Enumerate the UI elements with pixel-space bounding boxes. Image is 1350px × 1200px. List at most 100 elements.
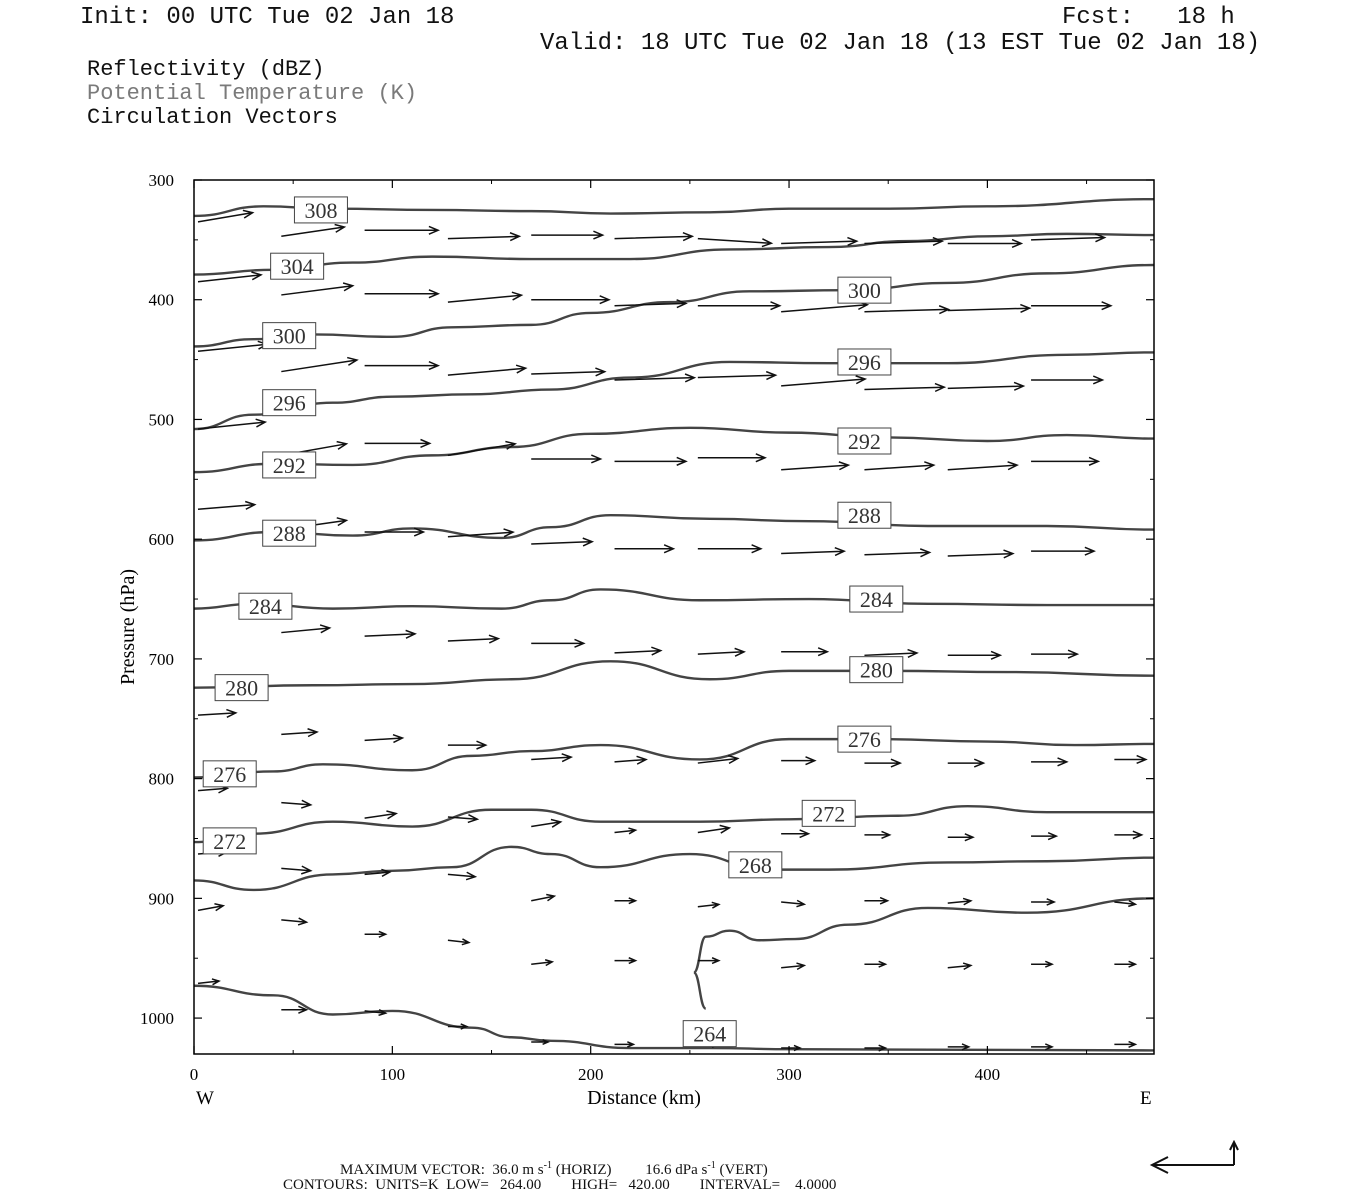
- theta-contour-296: [194, 351, 1154, 431]
- unit-exponent: -1: [543, 1160, 552, 1171]
- contour-label-284: 284: [860, 587, 893, 612]
- circulation-vector: [364, 225, 441, 235]
- circulation-vector: [447, 634, 501, 644]
- circulation-vector: [447, 813, 480, 824]
- circulation-vector: [364, 289, 441, 299]
- circulation-vector: [697, 237, 774, 248]
- contour-label-box: [849, 656, 904, 684]
- circulation-vector: [1031, 831, 1059, 841]
- contour-label-292: 292: [273, 453, 306, 478]
- circulation-vector: [447, 528, 515, 538]
- circulation-vector: [364, 810, 399, 820]
- circulation-vector: [614, 827, 638, 835]
- circulation-vector: [697, 544, 763, 554]
- circulation-vector: [864, 461, 936, 471]
- x-tick-label: 300: [776, 1065, 802, 1084]
- circulation-vector: [281, 917, 309, 926]
- unit-exponent: -1: [707, 1160, 716, 1171]
- circulation-vector: [697, 647, 746, 657]
- contour-label-268: 268: [739, 853, 772, 878]
- circulation-vector: [364, 1008, 388, 1017]
- contour-label-box: [214, 674, 269, 702]
- circulation-vector: [531, 295, 611, 305]
- y-tick-label: 600: [149, 530, 175, 549]
- y-axis-title: Pressure (hPa): [117, 569, 139, 685]
- circulation-vector: [697, 754, 740, 765]
- circulation-vector: [281, 728, 319, 738]
- circulation-vector: [864, 648, 919, 658]
- circulation-vector: [947, 461, 1019, 471]
- circulation-vector: [864, 896, 890, 905]
- circulation-vector: [614, 755, 648, 765]
- circulation-vector: [447, 938, 471, 946]
- circulation-vector: [697, 301, 782, 311]
- init-time: Init: 00 UTC Tue 02 Jan 18: [80, 4, 455, 31]
- contour-label-272: 272: [213, 829, 246, 854]
- theta-contour-292: [194, 426, 1154, 474]
- circulation-vector: [614, 373, 697, 383]
- circulation-vector: [281, 223, 347, 238]
- contour-label-292: 292: [848, 429, 881, 454]
- theta-contour-284: [194, 588, 1154, 610]
- contour-label-280: 280: [860, 658, 893, 683]
- circulation-vector: [364, 629, 417, 639]
- circulation-vector: [781, 236, 859, 246]
- circulation-vector: [864, 382, 947, 393]
- circulation-vector: [1114, 830, 1144, 840]
- circulation-vector: [1114, 754, 1148, 765]
- x-tick-label: 200: [578, 1065, 604, 1084]
- circulation-vector: [531, 454, 603, 464]
- max-vector-vert: (HORIZ) 16.6 dPa s: [551, 1162, 708, 1178]
- y-tick-label: 800: [149, 770, 175, 789]
- circulation-vector: [1031, 456, 1101, 466]
- circulation-vector: [864, 830, 892, 840]
- circulation-vector: [614, 897, 638, 905]
- contour-label-284: 284: [249, 594, 282, 619]
- contour-label-box: [837, 427, 892, 455]
- circulation-vector: [614, 957, 638, 965]
- circulation-vector: [947, 833, 975, 842]
- contour-label-box: [262, 451, 317, 479]
- forecast-hour: Fcst: 18 h: [1062, 4, 1235, 31]
- contour-label-300: 300: [273, 324, 306, 349]
- theta-contour-264: [194, 984, 1154, 1052]
- x-axis-title: Distance (km): [587, 1087, 701, 1109]
- circulation-vector: [364, 360, 441, 371]
- circulation-vector: [1114, 960, 1138, 968]
- contour-label-276: 276: [213, 762, 246, 787]
- theta-contour-268: [194, 845, 1154, 892]
- y-tick-label: 1000: [140, 1009, 174, 1028]
- circulation-vector: [947, 238, 1024, 249]
- legend-field-reflectivity: Reflectivity (dBZ): [87, 57, 325, 82]
- contour-label-264: 264: [693, 1022, 726, 1047]
- circulation-vector: [364, 733, 405, 744]
- circulation-vector: [1114, 1040, 1138, 1048]
- circulation-vector: [531, 230, 605, 240]
- circulation-vector: [864, 758, 903, 768]
- circulation-vector: [447, 291, 524, 303]
- x-east-label: E: [1140, 1088, 1152, 1109]
- circulation-vector: [697, 957, 721, 965]
- circulation-vector: [531, 367, 607, 377]
- circulation-vector: [281, 1005, 309, 1014]
- plot-frame: [193, 179, 1155, 1055]
- circulation-vector: [614, 299, 688, 309]
- contour-label-box: [849, 585, 904, 613]
- max-vector-vert-tag: (VERT): [715, 1162, 768, 1178]
- contour-label-296: 296: [848, 350, 881, 375]
- contour-label-box: [262, 389, 317, 417]
- contour-label-280: 280: [225, 676, 258, 701]
- theta-contour-264: [692, 897, 1154, 1010]
- circulation-vector: [447, 364, 528, 376]
- circulation-vector: [1031, 1043, 1054, 1051]
- contour-label-box: [238, 592, 293, 620]
- circulation-vector: [197, 708, 238, 718]
- circulation-vector: [447, 440, 518, 457]
- circulation-vector: [531, 537, 595, 547]
- contour-label-300: 300: [848, 278, 881, 303]
- circulation-vector: [197, 418, 268, 430]
- circulation-vector: [1031, 960, 1054, 968]
- contour-label-288: 288: [848, 503, 881, 528]
- max-vector-note: MAXIMUM VECTOR: 36.0 m s-1 (HORIZ) 16.6 …: [340, 1158, 768, 1178]
- contour-label-box: [262, 519, 317, 547]
